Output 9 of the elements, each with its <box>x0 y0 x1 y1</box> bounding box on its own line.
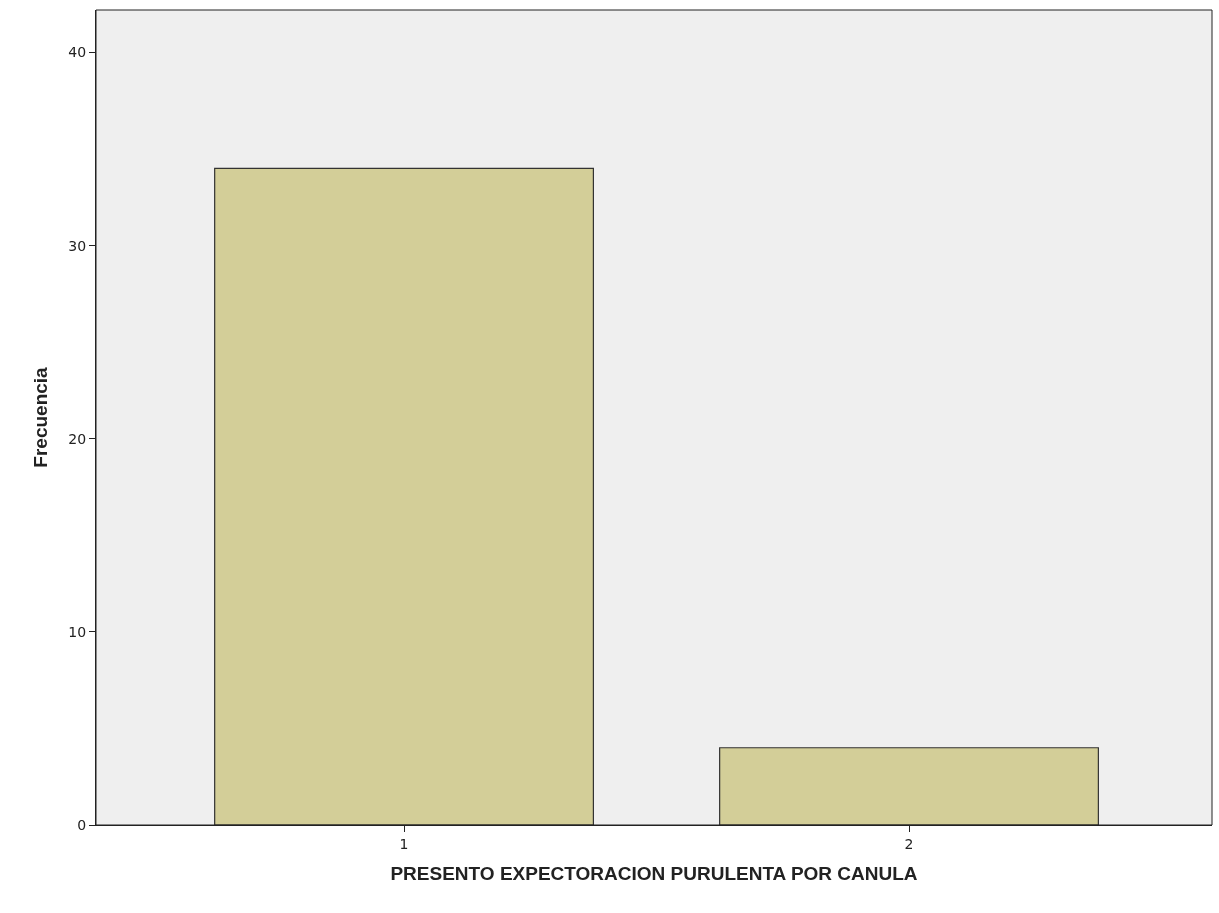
x-tick-label: 1 <box>399 835 409 852</box>
y-tick-label: 40 <box>68 44 87 61</box>
x-tick-label: 2 <box>904 835 914 852</box>
y-tick-label: 20 <box>68 430 87 447</box>
y-axis-title: Frecuencia <box>30 366 52 468</box>
y-tick-label: 30 <box>68 237 87 254</box>
y-tick-label: 0 <box>77 816 87 833</box>
x-axis-title: PRESENTO EXPECTORACION PURULENTA POR CANULA <box>390 862 918 884</box>
y-tick-label: 10 <box>68 623 87 640</box>
